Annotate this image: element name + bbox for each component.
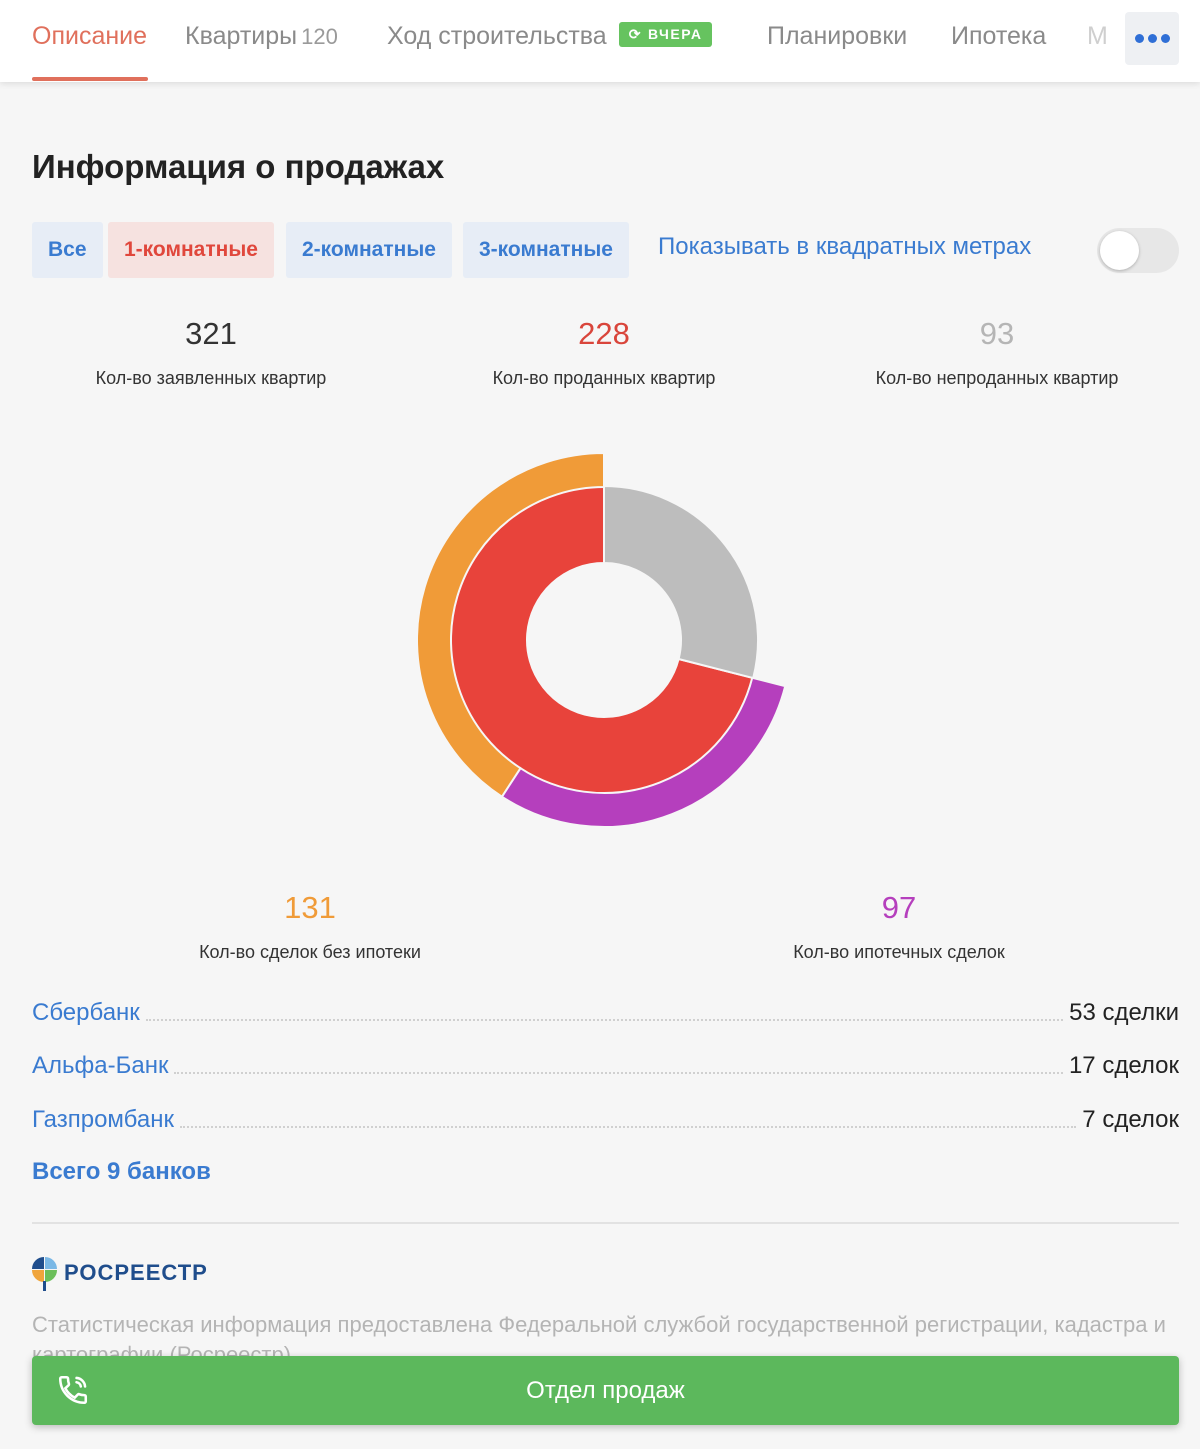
sales-donut-chart [416, 451, 787, 828]
stat-mortgage-label: Кол-во ипотечных сделок [793, 942, 1005, 962]
stat-mortgage: 97 Кол-во ипотечных сделок [709, 890, 1089, 963]
stat-unsold: 93 Кол-во непроданных квартир [807, 316, 1187, 389]
bank-name[interactable]: Сбербанк [32, 999, 140, 1026]
tab-construction[interactable]: Ход строительства ⟳ ВЧЕРА [387, 21, 713, 51]
rosreestr-logo-icon [32, 1257, 57, 1291]
stat-mortgage-value: 97 [881, 890, 917, 925]
bank-row: Газпромбанк 7 сделок [32, 1102, 1179, 1134]
filter-three-room[interactable]: 3-комнатные [463, 222, 629, 278]
sales-department-label: Отдел продаж [526, 1377, 685, 1404]
all-banks-link[interactable]: Всего 9 банков [32, 1158, 211, 1185]
stat-no-mortgage: 131 Кол-во сделок без ипотеки [120, 890, 500, 963]
more-dots-icon [1134, 34, 1170, 43]
phone-icon [58, 1375, 88, 1405]
top-tab-bar: Описание Квартиры 120 Ход строительства ⟳ В… [0, 0, 1200, 82]
sales-department-call-button[interactable]: Отдел продаж [32, 1356, 1179, 1425]
tab-apartments[interactable]: Квартиры 120 [185, 22, 338, 51]
square-meters-toggle-label[interactable]: Показывать в квадратных метрах [658, 233, 1032, 260]
active-tab-underline [32, 77, 148, 81]
page-title: Информация о продажах [32, 148, 445, 185]
stat-sold: 228 Кол-во проданных квартир [414, 316, 794, 389]
bank-dots [174, 1072, 1063, 1074]
tab-apartments-label: Квартиры [185, 22, 298, 50]
tab-mortgage-label: Ипотека [951, 22, 1047, 50]
bank-row: Альфа-Банк 17 сделок [32, 1048, 1179, 1080]
tab-description[interactable]: Описание [32, 22, 147, 51]
square-meters-toggle[interactable] [1097, 228, 1179, 273]
bank-deals: 53 сделки [1069, 999, 1179, 1026]
refresh-icon: ⟳ [628, 25, 642, 42]
bank-name[interactable]: Газпромбанк [32, 1106, 174, 1133]
stat-no-mortgage-label: Кол-во сделок без ипотеки [199, 942, 421, 962]
filter-all[interactable]: Все [32, 222, 103, 278]
bank-deals: 7 сделок [1082, 1106, 1179, 1133]
tab-mortgage[interactable]: Ипотека [951, 22, 1046, 51]
rosreestr-logo: РОСРЕЕСТР [32, 1255, 208, 1291]
filter-one-room[interactable]: 1-комнатные [108, 222, 274, 278]
tab-construction-label: Ход строительства [387, 22, 607, 50]
stat-declared: 321 Кол-во заявленных квартир [21, 316, 401, 389]
tab-clipped-label: М [1087, 22, 1108, 50]
bank-deals: 17 сделок [1068, 1052, 1179, 1079]
bank-dots [179, 1126, 1077, 1128]
rosreestr-logo-text: РОСРЕЕСТР [64, 1260, 208, 1285]
toggle-knob [1100, 231, 1139, 270]
stat-declared-value: 321 [185, 316, 237, 351]
filter-two-room[interactable]: 2-комнатные [286, 222, 452, 278]
tab-apartments-count: 120 [301, 24, 338, 49]
tab-layouts-label: Планировки [767, 22, 908, 50]
tab-description-label: Описание [32, 22, 148, 50]
stat-unsold-label: Кол-во непроданных квартир [875, 368, 1119, 388]
updated-badge-label: ВЧЕРА [647, 25, 703, 42]
bank-name[interactable]: Альфа-Банк [32, 1052, 169, 1079]
donut-slice-no-mortgage [416, 451, 605, 799]
stat-declared-label: Кол-во заявленных квартир [95, 368, 327, 388]
divider [32, 1222, 1179, 1224]
bank-dots [145, 1019, 1064, 1021]
tab-clipped[interactable]: М [1087, 22, 1108, 51]
stat-unsold-value: 93 [979, 316, 1015, 351]
stat-no-mortgage-value: 131 [284, 890, 336, 925]
donut-slice-unsold [603, 484, 759, 680]
tab-layouts[interactable]: Планировки [767, 22, 907, 51]
stat-sold-value: 228 [578, 316, 630, 351]
more-tabs-button[interactable] [1125, 12, 1179, 65]
bank-row: Сбербанк 53 сделки [32, 995, 1179, 1027]
stat-sold-label: Кол-во проданных квартир [492, 368, 716, 388]
updated-badge: ⟳ ВЧЕРА [618, 21, 713, 47]
